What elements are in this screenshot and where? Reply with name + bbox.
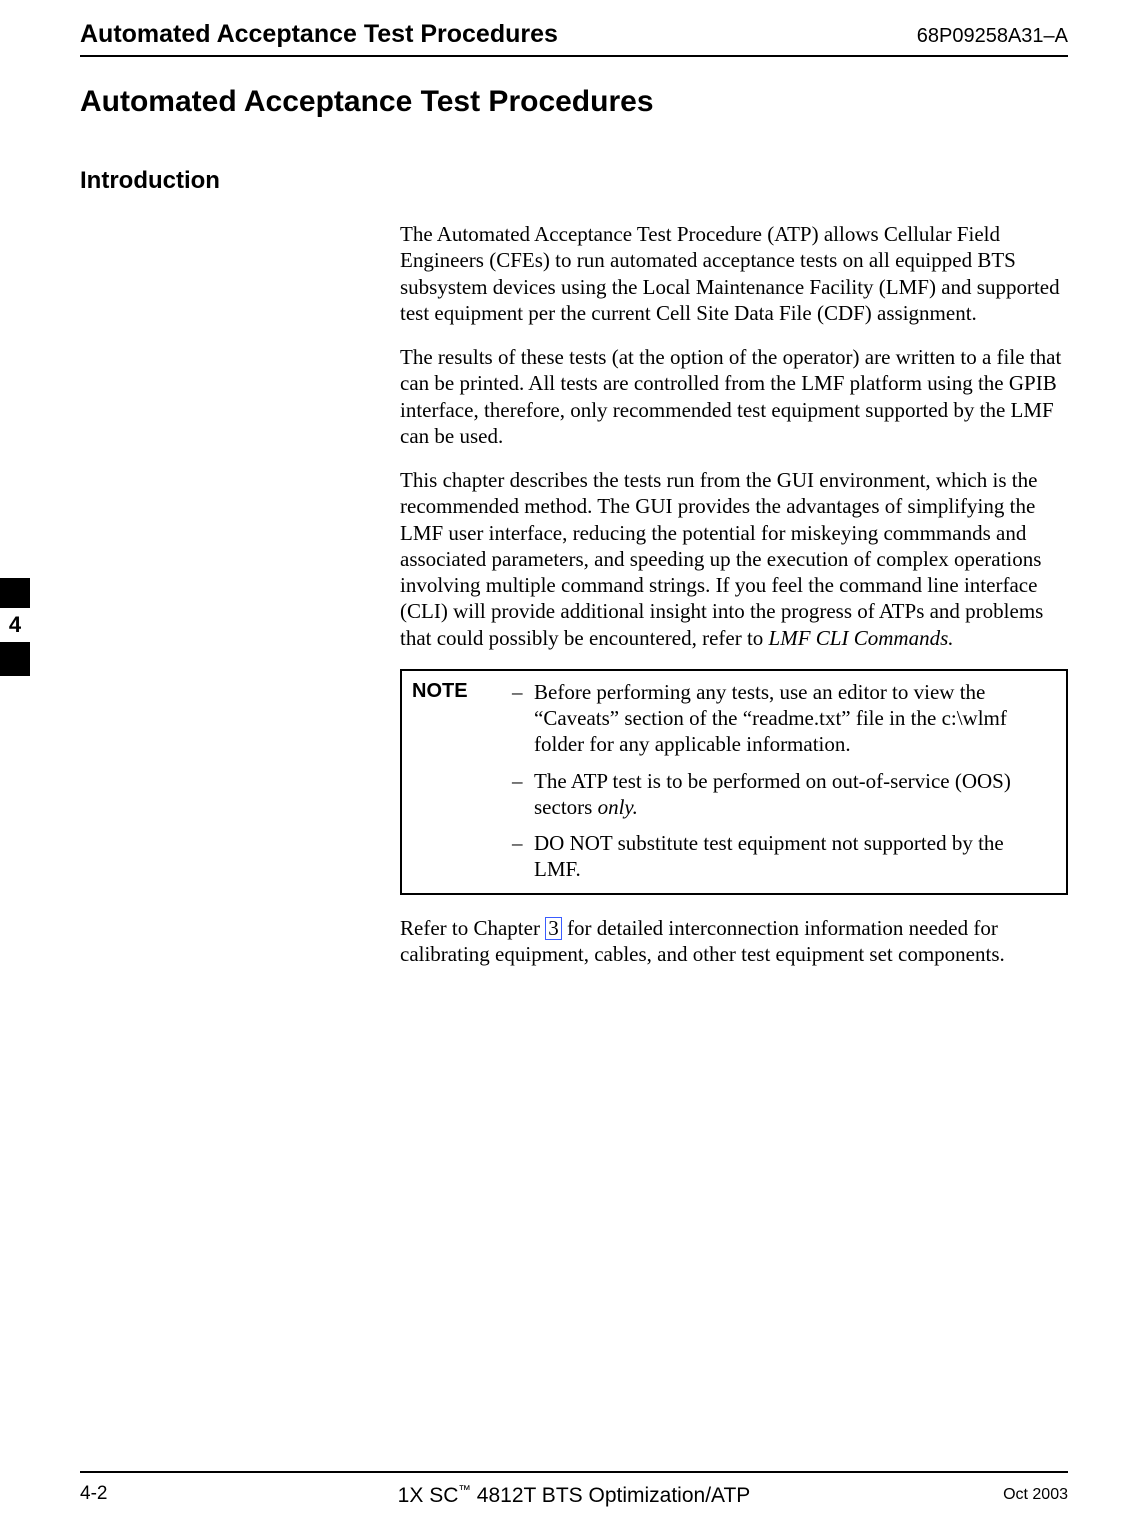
footer-doc-title: 1X SC™ 4812T BTS Optimization/ATP	[398, 1483, 751, 1508]
tab-number: 4	[0, 608, 30, 642]
note-item: – DO NOT substitute test equipment not s…	[512, 830, 1054, 883]
paragraph-text: Refer to Chapter	[400, 916, 545, 940]
footer-date: Oct 2003	[1003, 1486, 1068, 1504]
bullet-dash: –	[512, 679, 534, 758]
emphasis-italic: only.	[598, 795, 638, 819]
footer-page-number: 4-2	[80, 1483, 107, 1505]
note-box: NOTE – Before performing any tests, use …	[400, 669, 1068, 895]
tab-block-top	[0, 578, 30, 608]
note-text: DO NOT substitute test equipment not sup…	[534, 830, 1054, 883]
paragraph-text: This chapter describes the tests run fro…	[400, 468, 1043, 650]
emphasis-italic: LMF CLI Commands.	[769, 626, 954, 650]
page-title: Automated Acceptance Test Procedures	[80, 85, 1068, 119]
trademark-symbol: ™	[458, 1483, 471, 1497]
running-header-title: Automated Acceptance Test Procedures	[80, 20, 558, 49]
note-items: – Before performing any tests, use an ed…	[512, 671, 1066, 893]
section-heading: Introduction	[80, 167, 1068, 195]
tab-block-bottom	[0, 642, 30, 676]
note-text-span: Before performing any tests, use an edit…	[534, 680, 1007, 757]
note-item: – The ATP test is to be performed on out…	[512, 768, 1054, 821]
running-header: Automated Acceptance Test Procedures 68P…	[80, 20, 1068, 57]
paragraph: This chapter describes the tests run fro…	[400, 467, 1068, 651]
chapter-link[interactable]: 3	[545, 917, 562, 940]
footer-title-pre: 1X SC	[398, 1484, 459, 1507]
paragraph: Refer to Chapter 3 for detailed intercon…	[400, 915, 1068, 968]
page: Automated Acceptance Test Procedures 68P…	[80, 0, 1068, 1539]
document-code: 68P09258A31–A	[917, 25, 1068, 48]
footer-title-post: 4812T BTS Optimization/ATP	[471, 1484, 750, 1507]
bullet-dash: –	[512, 768, 534, 821]
note-item: – Before performing any tests, use an ed…	[512, 679, 1054, 758]
note-text: Before performing any tests, use an edit…	[534, 679, 1054, 758]
note-text-span: DO NOT substitute test equipment not sup…	[534, 831, 1004, 881]
body-column: The Automated Acceptance Test Procedure …	[400, 221, 1068, 967]
paragraph: The results of these tests (at the optio…	[400, 344, 1068, 449]
note-label: NOTE	[402, 671, 512, 893]
note-row: NOTE – Before performing any tests, use …	[402, 671, 1066, 893]
note-text: The ATP test is to be performed on out-o…	[534, 768, 1054, 821]
page-footer: 4-2 1X SC™ 4812T BTS Optimization/ATP Oc…	[80, 1471, 1068, 1505]
chapter-tab: 4	[0, 578, 30, 676]
bullet-dash: –	[512, 830, 534, 883]
paragraph: The Automated Acceptance Test Procedure …	[400, 221, 1068, 326]
